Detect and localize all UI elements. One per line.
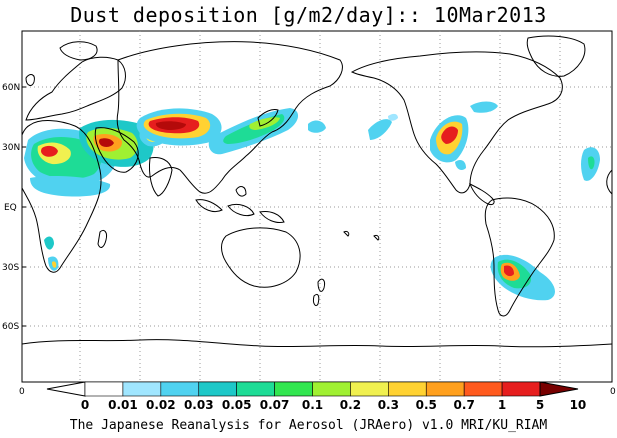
colorbar-tick-label: 0.01 — [108, 398, 138, 412]
colorbar-swatch — [122, 381, 162, 397]
colorbar-swatch — [463, 381, 503, 397]
lat-label-60s: 60S — [2, 322, 19, 332]
colorbar-swatch — [350, 381, 389, 397]
colorbar-tick-label: 10 — [570, 398, 587, 412]
colorbar-swatch — [425, 381, 465, 397]
colorbar-tick-label: 0.3 — [378, 398, 399, 412]
coast-south-america — [484, 197, 555, 317]
coast-north-america — [350, 51, 563, 194]
colorbar-swatch — [501, 381, 541, 397]
colorbar-swatch — [388, 381, 427, 397]
colorbar-tick-label: 0.05 — [222, 398, 252, 412]
colorbar-tick-label: 1 — [498, 398, 506, 412]
coast-asia — [116, 41, 343, 194]
colorbar: 0 0.01 0.02 0.03 0.05 0.07 0.1 0.2 0.3 0.5 0.7 1 5 10 — [46, 381, 587, 412]
colorbar-swatch — [84, 381, 124, 397]
colorbar-tick-label: 0.1 — [302, 398, 323, 412]
colorbar-arrow-low — [46, 381, 86, 397]
colorbar-tick-label: 5 — [536, 398, 544, 412]
colorbar-swatch — [198, 381, 237, 397]
lat-label-30n: 30N — [2, 143, 20, 153]
dust-field — [24, 101, 600, 301]
coast-africa — [21, 120, 102, 273]
corner-label-right: 0 — [610, 387, 616, 397]
coast-madagascar — [97, 229, 107, 248]
colorbar-tick-label: 0.02 — [146, 398, 176, 412]
coast-greenland — [526, 35, 586, 77]
corner-label-left: 0 — [19, 387, 25, 397]
colorbar-tick-label: 0.07 — [260, 398, 290, 412]
coastlines — [21, 35, 613, 348]
colorbar-swatch — [236, 381, 275, 397]
lat-label-30s: 30S — [2, 263, 19, 273]
coast-europe — [25, 56, 126, 121]
colorbar-swatch — [274, 381, 313, 397]
map-grid — [22, 31, 612, 382]
map-title: Dust deposition [g/m2/day]:: 10Mar2013 — [70, 3, 547, 27]
colorbar-tick-label: 0.5 — [416, 398, 437, 412]
colorbar-arrow-high — [539, 381, 579, 397]
colorbar-tick-label: 0.2 — [340, 398, 361, 412]
coast-antarctica — [21, 339, 613, 348]
lat-ticks — [22, 86, 26, 327]
credit-line: The Japanese Reanalysis for Aerosol (JRA… — [69, 418, 548, 433]
lat-label-60n: 60N — [2, 83, 20, 93]
coast-japan — [257, 109, 279, 127]
colorbar-tick-label: 0 — [81, 398, 89, 412]
coast-australia — [221, 227, 301, 288]
colorbar-swatch — [312, 381, 351, 397]
coast-arabia — [94, 127, 139, 173]
colorbar-swatch — [160, 381, 200, 397]
colorbar-tick-label: 0.7 — [454, 398, 475, 412]
colorbar-tick-label: 0.03 — [184, 398, 214, 412]
lat-label-eq: EQ — [4, 203, 17, 213]
